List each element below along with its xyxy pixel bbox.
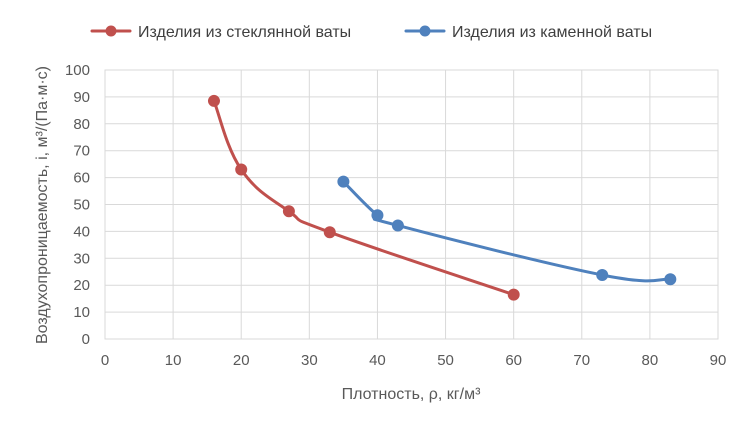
y-tick-label: 50: [73, 197, 90, 214]
data-point-glass-wool: [323, 226, 336, 239]
series-line-glass-wool: [212, 99, 516, 297]
data-point-stone-wool: [337, 175, 350, 188]
y-tick-label: 40: [73, 223, 90, 240]
x-tick-label: 20: [233, 352, 250, 369]
data-point-glass-wool: [207, 94, 220, 107]
series: [207, 94, 677, 301]
y-tick-label: 0: [82, 331, 90, 348]
x-tick-label: 40: [369, 352, 386, 369]
data-point-stone-wool: [664, 273, 677, 286]
axes: 0 10 20 30 40 50 60 70 80 90 100 0 10 20 30 40 50 60 70 80 9…: [65, 62, 726, 369]
x-tick-label: 30: [301, 352, 318, 369]
legend-item-glass-wool: Изделия из стеклянной ваты: [90, 24, 351, 41]
y-tick-label: 70: [73, 143, 90, 160]
y-tick-label: 20: [73, 277, 90, 294]
data-point-glass-wool: [235, 163, 248, 176]
legend-item-stone-wool: Изделия из каменной ваты: [404, 24, 652, 41]
y-axis-title: Воздухопроницаемость, i, м³/(Па·м·с): [34, 66, 51, 344]
legend-marker-stone-wool: [419, 25, 431, 37]
y-tick-label: 80: [73, 116, 90, 133]
y-tick-label: 60: [73, 170, 90, 187]
data-point-glass-wool: [507, 288, 520, 301]
data-point-stone-wool: [596, 268, 609, 281]
x-tick-label: 90: [710, 352, 727, 369]
x-axis-title: Плотность, ρ, кг/м³: [342, 386, 481, 403]
y-tick-label: 90: [73, 89, 90, 106]
legend-marker-glass-wool: [105, 25, 117, 37]
data-point-glass-wool: [282, 205, 295, 218]
legend-label-stone-wool: Изделия из каменной ваты: [452, 24, 652, 41]
y-tick-label: 30: [73, 250, 90, 267]
x-tick-label: 70: [573, 352, 590, 369]
x-tick-label: 50: [437, 352, 454, 369]
legend-label-glass-wool: Изделия из стеклянной ваты: [138, 24, 351, 41]
y-tick-label: 100: [65, 62, 90, 79]
data-point-stone-wool: [371, 209, 384, 222]
y-tick-label: 10: [73, 304, 90, 321]
x-tick-label: 10: [165, 352, 182, 369]
x-tick-label: 80: [642, 352, 659, 369]
gridlines: [104, 69, 719, 340]
x-tick-label: 60: [505, 352, 522, 369]
legend: Изделия из стеклянной ваты Изделия из ка…: [90, 24, 652, 41]
x-tick-label: 0: [101, 352, 109, 369]
data-point-stone-wool: [391, 219, 404, 232]
